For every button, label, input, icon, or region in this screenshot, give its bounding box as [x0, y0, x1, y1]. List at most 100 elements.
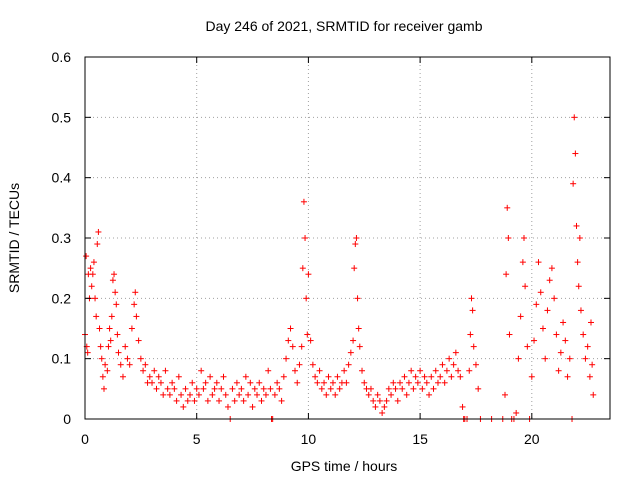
data-point: [267, 385, 274, 392]
data-point: [347, 349, 354, 356]
data-point: [262, 391, 269, 398]
data-points: [82, 114, 597, 422]
data-point: [421, 373, 428, 380]
data-point: [142, 361, 149, 368]
data-point: [577, 307, 584, 314]
data-point: [98, 355, 105, 362]
data-point: [202, 379, 209, 386]
data-point: [439, 361, 446, 368]
data-point: [307, 337, 314, 344]
data-point: [466, 367, 473, 374]
data-point: [106, 325, 113, 332]
x-axis-label: GPS time / hours: [291, 458, 398, 474]
data-point: [305, 271, 312, 278]
data-point: [88, 283, 95, 290]
data-point: [354, 295, 361, 302]
data-point: [184, 397, 191, 404]
data-point: [557, 349, 564, 356]
data-point: [566, 355, 573, 362]
data-point: [379, 409, 386, 416]
data-point: [249, 403, 256, 410]
data-point: [522, 283, 529, 290]
data-point: [287, 325, 294, 332]
data-point: [108, 313, 115, 320]
data-point: [169, 379, 176, 386]
data-point: [304, 331, 311, 338]
data-point: [96, 325, 103, 332]
data-point: [426, 391, 433, 398]
data-point: [403, 391, 410, 398]
data-point: [102, 361, 109, 368]
chart-title: Day 246 of 2021, SRMTID for receiver gam…: [205, 18, 482, 34]
data-point: [376, 397, 383, 404]
data-point: [187, 391, 193, 398]
data-point: [432, 367, 439, 374]
data-point: [240, 397, 247, 404]
data-point: [321, 379, 328, 386]
data-point: [131, 301, 138, 308]
data-point: [296, 361, 303, 368]
data-point: [419, 385, 426, 392]
data-point: [231, 397, 238, 404]
data-point: [316, 367, 323, 374]
data-point: [245, 391, 252, 398]
data-point: [515, 355, 522, 362]
x-tick-label: 10: [301, 431, 317, 447]
data-point: [588, 319, 595, 326]
data-point: [408, 367, 415, 374]
data-point: [359, 367, 366, 374]
data-point: [111, 271, 118, 278]
data-point: [198, 367, 205, 374]
data-point: [276, 385, 283, 392]
data-point: [401, 373, 408, 380]
data-point: [542, 355, 549, 362]
x-tick-label: 20: [524, 431, 540, 447]
grid-lines: [85, 57, 610, 419]
data-point: [132, 289, 139, 296]
data-point: [298, 343, 305, 350]
data-point: [107, 337, 114, 344]
data-point: [562, 337, 569, 344]
data-point: [537, 289, 544, 296]
data-point: [467, 331, 474, 338]
data-point: [564, 373, 571, 380]
data-point: [399, 385, 406, 392]
data-point: [155, 373, 162, 380]
data-point: [580, 331, 587, 338]
data-point: [555, 367, 562, 374]
data-point: [570, 180, 577, 187]
data-point: [254, 391, 261, 398]
data-point: [355, 325, 362, 332]
data-point: [528, 373, 535, 380]
data-point: [394, 397, 401, 404]
data-point: [300, 198, 307, 205]
data-point: [193, 385, 200, 392]
data-point: [93, 313, 100, 320]
x-tick-label: 5: [193, 431, 201, 447]
y-tick-label: 0.4: [52, 170, 72, 186]
data-point: [388, 391, 395, 398]
data-point: [441, 379, 448, 386]
data-point: [517, 313, 524, 320]
data-point: [350, 337, 357, 344]
data-point: [417, 367, 424, 374]
data-point: [502, 391, 508, 398]
data-point: [224, 403, 231, 410]
data-point: [200, 385, 207, 392]
data-point: [195, 391, 202, 398]
data-point: [572, 150, 579, 157]
data-point: [122, 343, 129, 350]
data-point: [97, 343, 104, 350]
data-point: [506, 331, 513, 338]
data-point: [109, 277, 116, 284]
data-point: [83, 253, 90, 260]
data-point: [164, 385, 171, 392]
data-point: [397, 379, 403, 386]
data-point: [135, 337, 142, 344]
data-point: [472, 361, 479, 368]
data-point: [551, 295, 558, 302]
data-point: [443, 367, 450, 374]
data-point: [318, 385, 325, 392]
